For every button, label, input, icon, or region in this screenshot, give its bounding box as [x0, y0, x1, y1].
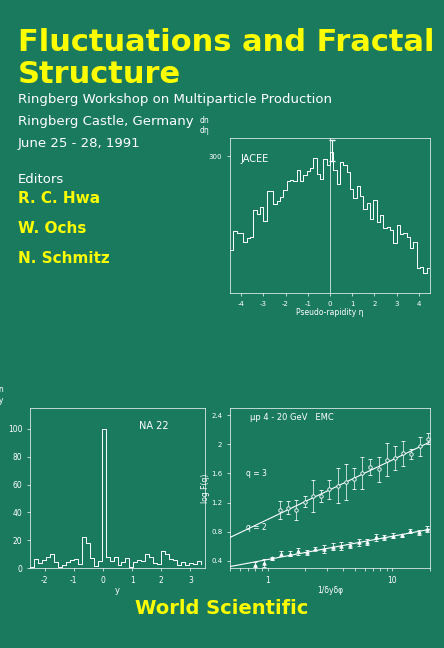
- X-axis label: y: y: [115, 586, 120, 595]
- Text: JACEE: JACEE: [240, 154, 268, 163]
- Text: World Scientific: World Scientific: [135, 599, 309, 618]
- Text: Fluctuations and Fractal: Fluctuations and Fractal: [18, 28, 435, 57]
- Text: R. C. Hwa: R. C. Hwa: [18, 191, 100, 206]
- Text: W. Ochs: W. Ochs: [18, 221, 87, 236]
- Text: q = 3: q = 3: [246, 469, 267, 478]
- X-axis label: 1/δyδφ: 1/δyδφ: [317, 586, 343, 595]
- Text: NA 22: NA 22: [139, 421, 168, 431]
- Text: μp 4 - 20 GeV   EMC: μp 4 - 20 GeV EMC: [250, 413, 334, 422]
- Text: dn
dy: dn dy: [0, 386, 5, 405]
- X-axis label: Pseudo-rapidity η: Pseudo-rapidity η: [296, 308, 364, 317]
- Y-axis label: log F(q): log F(q): [201, 473, 210, 503]
- Text: N. Schmitz: N. Schmitz: [18, 251, 110, 266]
- Text: Ringberg Castle, Germany: Ringberg Castle, Germany: [18, 115, 194, 128]
- Text: Structure: Structure: [18, 60, 181, 89]
- Text: Editors: Editors: [18, 173, 64, 186]
- Text: dn
dη: dn dη: [200, 115, 210, 135]
- Text: Ringberg Workshop on Multiparticle Production: Ringberg Workshop on Multiparticle Produ…: [18, 93, 332, 106]
- Text: q = 2: q = 2: [246, 523, 267, 532]
- Text: June 25 - 28, 1991: June 25 - 28, 1991: [18, 137, 141, 150]
